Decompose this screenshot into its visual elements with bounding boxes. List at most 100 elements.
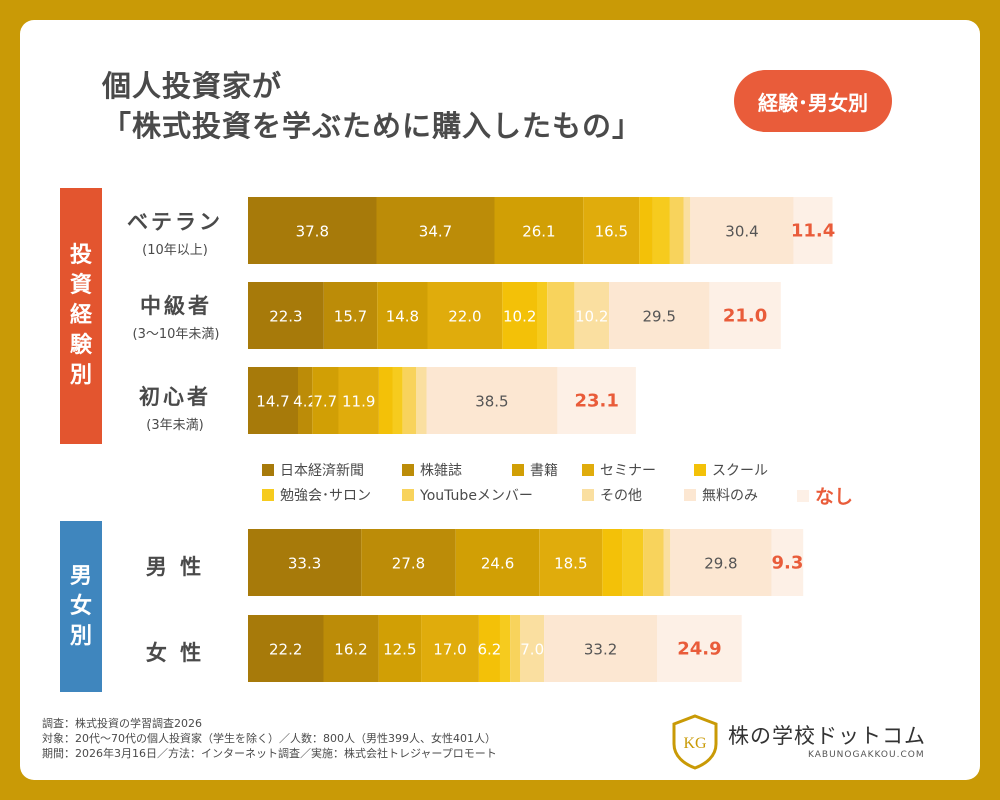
bar-segment xyxy=(378,367,393,434)
bar-segment xyxy=(643,529,664,596)
data-label: 33.2 xyxy=(584,641,617,659)
legend-swatch xyxy=(512,464,524,476)
legend-item: スクール xyxy=(694,460,768,480)
bar-segment xyxy=(609,282,710,349)
data-label: 22.0 xyxy=(448,308,481,326)
survey-notes: 調査：株式投資の学習調査2026 対象：20代〜70代の個人投資家（学生を除く）… xyxy=(42,716,497,761)
bar-segment xyxy=(537,282,548,349)
bar-segment xyxy=(478,615,500,682)
bar-segment xyxy=(421,615,479,682)
bar-segment xyxy=(426,367,558,434)
legend-swatch xyxy=(694,464,706,476)
data-label: 12.5 xyxy=(383,641,416,659)
legend-item: 日本経済新聞 xyxy=(262,460,364,480)
legend-label: 株雑誌 xyxy=(420,463,462,479)
data-label: 30.4 xyxy=(725,223,758,241)
legend-swatch xyxy=(797,489,809,502)
bar-segment xyxy=(402,367,417,434)
data-label: 29.8 xyxy=(704,555,737,573)
bar-segment xyxy=(683,197,691,264)
data-label-none: 11.4 xyxy=(791,221,835,242)
bar-segment xyxy=(248,282,324,349)
data-label: 17.0 xyxy=(433,641,466,659)
bar-segment xyxy=(557,367,636,434)
bar-segment xyxy=(670,529,772,596)
bar-segment xyxy=(669,197,684,264)
bar-segment xyxy=(338,367,379,434)
data-label: 7.0 xyxy=(520,641,544,659)
row-label-female: 女 性 xyxy=(112,637,238,667)
bar-segment xyxy=(377,282,428,349)
bar-segment xyxy=(771,529,804,596)
legend-swatch xyxy=(402,464,414,476)
bar-segment xyxy=(361,529,456,596)
legend-item: 無料のみ xyxy=(684,485,758,505)
data-label: 4.2 xyxy=(293,393,317,411)
bar-segment xyxy=(392,367,403,434)
legend-swatch xyxy=(582,464,594,476)
data-label: 33.3 xyxy=(288,555,321,573)
bar-segment xyxy=(657,615,742,682)
gender-char: 女 xyxy=(69,593,92,619)
data-label: 38.5 xyxy=(475,393,508,411)
title-line-1: 個人投資家が xyxy=(102,69,283,103)
bar-segment xyxy=(547,282,575,349)
legend-label: セミナー xyxy=(600,463,656,479)
experience-group-label: 投 資 経 験 別 xyxy=(60,188,102,444)
row-label-main: ベテラン xyxy=(127,210,223,234)
bar-segment xyxy=(709,282,781,349)
data-label: 22.2 xyxy=(269,641,302,659)
legend-item: なし xyxy=(797,482,853,509)
row-label-beginner: 初心者 (3年未満) xyxy=(112,381,238,433)
bar-segment xyxy=(499,615,511,682)
bar-segment xyxy=(248,615,324,682)
data-label-none: 23.1 xyxy=(574,391,618,412)
legend-item: その他 xyxy=(582,485,642,505)
bar-segment xyxy=(690,197,794,264)
legend-swatch xyxy=(262,489,274,501)
bar-segment xyxy=(663,529,671,596)
bar-segment xyxy=(248,197,377,264)
bar-segment xyxy=(622,529,644,596)
legend-swatch xyxy=(582,489,594,501)
survey-note-line: 期間：2026年3月16日／方法：インターネット調査／実施：株式会社トレジャープ… xyxy=(42,747,497,760)
data-label: 16.5 xyxy=(595,223,628,241)
gender-group-label: 男 女 別 xyxy=(60,521,102,692)
exp-char: 投 xyxy=(69,243,92,268)
legend-label: YouTubeメンバー xyxy=(420,488,533,504)
legend-label: 日本経済新聞 xyxy=(280,463,364,479)
exp-char: 資 xyxy=(69,273,92,298)
row-label-main: 女 性 xyxy=(145,641,205,665)
legend-swatch xyxy=(402,489,414,501)
legend-item: 書籍 xyxy=(512,460,558,480)
data-label: 27.8 xyxy=(392,555,425,573)
bar-segment xyxy=(427,282,503,349)
data-label-none: 24.9 xyxy=(677,639,721,660)
bar-segment xyxy=(298,367,313,434)
data-label: 37.8 xyxy=(296,223,329,241)
legend-item: 株雑誌 xyxy=(402,460,462,480)
site-logo[interactable]: KG 株の学校ドットコム KABUNOGAKKOU.COM xyxy=(672,714,962,772)
legend-swatch xyxy=(262,464,274,476)
data-label: 18.5 xyxy=(554,555,587,573)
bar-segment xyxy=(494,197,584,264)
gender-char: 別 xyxy=(69,623,92,649)
data-label: 16.2 xyxy=(334,641,367,659)
bar-segment xyxy=(520,615,545,682)
data-label: 29.5 xyxy=(642,308,675,326)
bar-segment xyxy=(639,197,653,264)
bar-segment xyxy=(793,197,833,264)
title-line-2: 「株式投資を学ぶために購入したもの」 xyxy=(102,109,643,143)
bar-segment xyxy=(312,367,339,434)
row-label-sub: (3年未満) xyxy=(146,418,204,433)
data-label: 26.1 xyxy=(522,223,555,241)
legend-label: その他 xyxy=(600,488,642,504)
bar-segment xyxy=(583,197,640,264)
row-label-male: 男 性 xyxy=(112,551,238,581)
exp-char: 別 xyxy=(69,363,92,388)
row-label-sub: (3〜10年未満) xyxy=(132,327,220,342)
logo-mark: KG xyxy=(683,735,707,752)
bar-segment xyxy=(652,197,670,264)
survey-note-line: 対象：20代〜70代の個人投資家（学生を除く）／人数：800人（男性399人、女… xyxy=(42,732,496,745)
